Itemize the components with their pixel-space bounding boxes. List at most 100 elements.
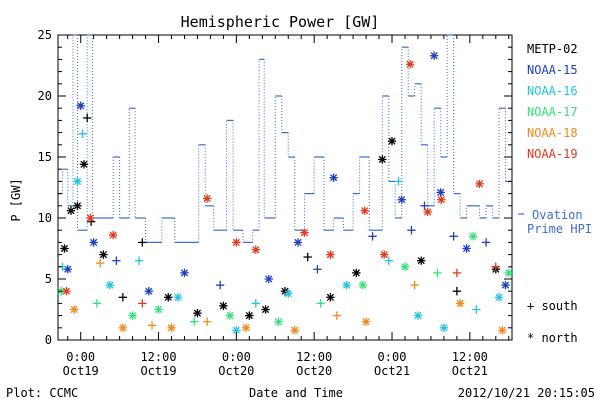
axes: 05101520250:00Oct1912:00Oct190:00Oct2012… bbox=[38, 28, 512, 378]
point-noaa-15-north bbox=[429, 51, 439, 60]
legend-item-metp-02: METP-02 bbox=[527, 42, 578, 56]
point-noaa-19-north bbox=[326, 250, 335, 259]
legend-ovation-label: Ovation bbox=[532, 208, 583, 222]
x-tick-label-time: 0:00 bbox=[66, 350, 95, 364]
point-metp-02-north bbox=[164, 293, 173, 302]
point-noaa-18-north bbox=[361, 317, 371, 326]
point-noaa-15-north bbox=[329, 173, 338, 182]
point-noaa-16-south bbox=[472, 305, 481, 314]
point-metp-02-south bbox=[452, 287, 462, 296]
point-noaa-15-north bbox=[76, 101, 85, 110]
x-tick-label-date: Oct21 bbox=[374, 364, 410, 378]
x-tick-label-date: Oct20 bbox=[218, 364, 254, 378]
legend-item-noaa-18: NOAA-18 bbox=[527, 126, 578, 140]
legend-item-noaa-17: NOAA-17 bbox=[527, 105, 578, 119]
point-noaa-19-north bbox=[475, 179, 484, 189]
point-noaa-17-north bbox=[468, 232, 478, 241]
point-noaa-17-south bbox=[316, 299, 325, 308]
point-noaa-19-north bbox=[232, 238, 241, 247]
x-tick-label-time: 0:00 bbox=[222, 350, 251, 364]
x-axis-label: Date and Time bbox=[249, 386, 343, 400]
point-noaa-19-north bbox=[202, 194, 212, 203]
point-metp-02-south bbox=[118, 293, 128, 302]
point-noaa-15-north bbox=[436, 188, 445, 197]
y-tick-label: 25 bbox=[38, 28, 52, 42]
y-tick-label: 0 bbox=[45, 333, 52, 347]
y-tick-label: 10 bbox=[38, 211, 52, 225]
point-noaa-19-north bbox=[380, 250, 389, 259]
point-metp-02-north bbox=[73, 201, 82, 210]
point-noaa-17-south bbox=[190, 317, 199, 326]
point-noaa-15-north bbox=[89, 238, 98, 247]
y-tick-label: 20 bbox=[38, 89, 52, 103]
point-noaa-15-south bbox=[368, 232, 377, 241]
data-points bbox=[57, 51, 513, 335]
point-noaa-19-south bbox=[138, 299, 147, 308]
point-noaa-15-south bbox=[420, 201, 429, 210]
point-noaa-16-north bbox=[494, 293, 504, 302]
point-noaa-15-south bbox=[112, 256, 121, 265]
point-metp-02-north bbox=[66, 206, 76, 215]
point-metp-02-north bbox=[378, 155, 387, 164]
point-metp-02-south bbox=[82, 113, 92, 123]
y-tick-label: 15 bbox=[38, 150, 52, 164]
point-noaa-16-north bbox=[73, 177, 82, 186]
ovation-hpi-line bbox=[58, 34, 512, 243]
point-noaa-19-north bbox=[360, 206, 369, 215]
point-noaa-16-south bbox=[384, 256, 393, 265]
point-noaa-18-north bbox=[455, 299, 465, 308]
y-tick-label: 5 bbox=[45, 272, 52, 286]
point-noaa-18-south bbox=[332, 311, 342, 320]
point-noaa-17-north bbox=[154, 305, 163, 314]
legend: METP-02 NOAA-15 NOAA-16 NOAA-17 NOAA-18 NOAA-… bbox=[518, 42, 592, 345]
point-metp-02-north bbox=[245, 311, 254, 320]
chart-title: Hemispheric Power [GW] bbox=[181, 13, 380, 31]
point-noaa-19-south bbox=[491, 262, 500, 271]
point-metp-02-north bbox=[219, 301, 228, 311]
point-noaa-16-south bbox=[78, 129, 87, 139]
point-noaa-18-south bbox=[147, 321, 157, 330]
point-metp-02-north bbox=[326, 293, 335, 302]
point-noaa-18-south bbox=[410, 280, 419, 290]
point-noaa-16-south bbox=[251, 299, 261, 308]
point-metp-02-north bbox=[352, 268, 361, 278]
point-noaa-17-north bbox=[128, 311, 137, 320]
point-metp-02-north bbox=[387, 136, 397, 146]
point-noaa-16-south bbox=[394, 177, 403, 186]
x-tick-label-date: Oct21 bbox=[452, 364, 488, 378]
point-noaa-17-south bbox=[92, 299, 102, 308]
point-noaa-16-north bbox=[439, 323, 449, 332]
x-tick-label-date: Oct19 bbox=[140, 364, 176, 378]
point-noaa-16-north bbox=[342, 280, 351, 290]
point-noaa-15-south bbox=[407, 226, 416, 235]
plot-frame bbox=[57, 34, 513, 341]
point-noaa-18-north bbox=[118, 323, 128, 332]
point-noaa-19-south bbox=[452, 268, 462, 278]
x-tick-label-time: 12:00 bbox=[140, 350, 176, 364]
point-noaa-17-south bbox=[433, 268, 442, 278]
point-noaa-19-north bbox=[405, 60, 415, 69]
x-tick-label-time: 12:00 bbox=[452, 350, 488, 364]
point-metp-02-south bbox=[138, 238, 147, 247]
point-noaa-15-south bbox=[449, 232, 458, 241]
x-tick-label-time: 0:00 bbox=[378, 350, 407, 364]
point-metp-02-north bbox=[417, 256, 426, 265]
point-noaa-18-north bbox=[167, 323, 176, 332]
point-noaa-17-north bbox=[225, 311, 235, 320]
legend-item-noaa-16: NOAA-16 bbox=[527, 84, 578, 98]
point-noaa-19-north bbox=[251, 245, 261, 254]
x-tick-label-date: Oct19 bbox=[63, 364, 99, 378]
point-noaa-16-north bbox=[105, 280, 115, 290]
point-noaa-15-north bbox=[462, 244, 471, 253]
legend-ovation-label-2: Prime HPI bbox=[527, 222, 592, 236]
point-noaa-15-north bbox=[180, 268, 189, 278]
x-tick-label-date: Oct20 bbox=[296, 364, 332, 378]
point-noaa-18-north bbox=[70, 305, 79, 314]
legend-item-noaa-15: NOAA-15 bbox=[527, 63, 578, 77]
point-metp-02-north bbox=[193, 308, 202, 318]
point-noaa-16-north bbox=[284, 289, 293, 298]
point-noaa-18-north bbox=[290, 326, 299, 335]
point-noaa-15-north bbox=[144, 287, 153, 296]
point-noaa-15-south bbox=[481, 238, 491, 247]
